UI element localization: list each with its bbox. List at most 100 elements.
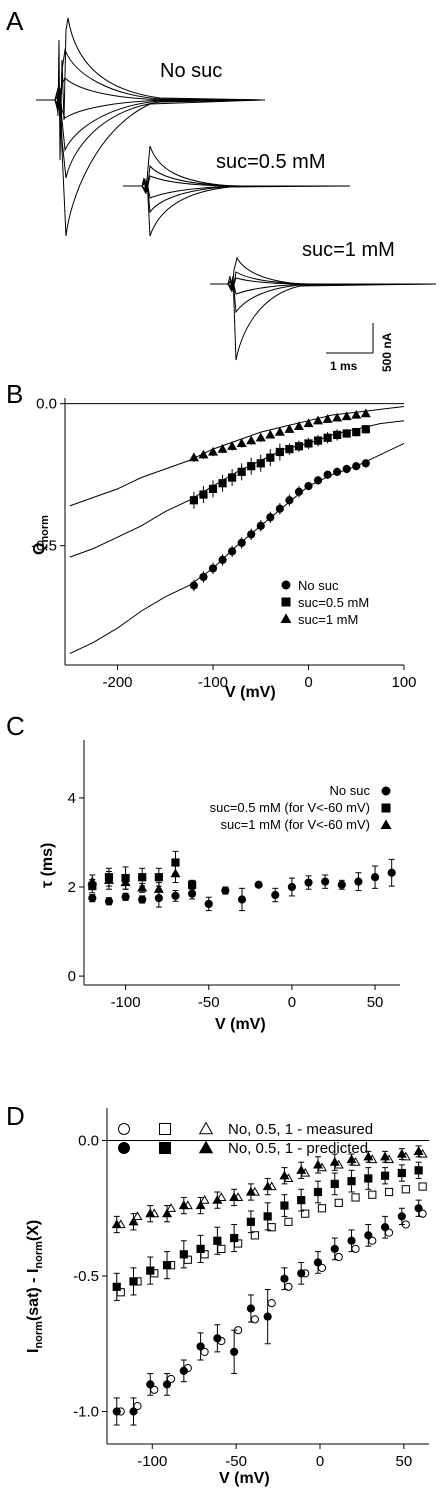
panel-d: D -100 -50 0 50 0.0 -0.5 -1.0 No, 0.5, 1 - meas… — [6, 1101, 429, 1487]
data-point-circle — [387, 868, 396, 877]
scale-bar-time-label: 1 ms — [330, 359, 358, 373]
data-point-square — [247, 462, 256, 471]
panel-b-y-axis-label: Qnorm — [31, 515, 51, 555]
data-point-square — [342, 429, 351, 438]
data-point-triangle — [303, 418, 314, 428]
data-point-circle — [254, 880, 263, 889]
data-point-triangle — [360, 408, 371, 418]
data-point-circle — [294, 487, 304, 496]
panel-b-plot: -200 -100 0 100 0.0 -0.5 No suc suc=0.5 mM suc=1… — [31, 396, 416, 691]
data-point-circle — [121, 892, 130, 901]
data-point-circle-predicted — [280, 1274, 289, 1283]
data-point-circle-predicted — [146, 1380, 155, 1389]
data-point-triangle — [293, 421, 304, 431]
data-point-triangle-predicted — [128, 1216, 139, 1226]
data-point-square — [228, 473, 237, 482]
data-point-circle — [104, 897, 114, 906]
data-point-circle-predicted — [246, 1304, 256, 1313]
data-point-square-measured — [284, 1217, 293, 1226]
data-point-square-measured — [418, 1182, 427, 1191]
legend-marker-circle — [281, 580, 291, 590]
data-point-circle-predicted — [129, 1407, 138, 1416]
data-point-square-measured — [250, 1231, 260, 1240]
data-point-square — [189, 496, 199, 505]
data-point-triangle — [120, 877, 131, 887]
data-point-square-measured — [351, 1193, 360, 1202]
data-point-square-measured — [334, 1198, 343, 1207]
panel-c-y-tick-label: 0 — [68, 968, 76, 985]
data-point-triangle — [332, 412, 343, 422]
data-point-circle — [189, 581, 199, 590]
panel-c-x-tick-label: 50 — [367, 994, 384, 1011]
data-point-square — [266, 453, 275, 462]
panel-c-letter: C — [6, 711, 25, 741]
data-point-square-predicted — [196, 1244, 205, 1254]
data-point-triangle — [274, 426, 285, 436]
data-point-circle — [138, 895, 147, 904]
data-point-square — [352, 427, 361, 437]
data-point-triangle — [246, 435, 257, 445]
data-point-square — [138, 873, 147, 882]
data-point-circle-predicted — [112, 1407, 121, 1416]
traces-suc-0-5 — [123, 145, 351, 237]
panel-b-x-tick-label: 100 — [391, 674, 416, 691]
panel-c-x-tick-label: -100 — [111, 994, 141, 1011]
legend-marker-square — [281, 597, 291, 607]
data-point-circle — [271, 890, 280, 900]
data-point-triangle-measured — [166, 1203, 177, 1212]
data-point-triangle — [153, 884, 164, 893]
data-point-triangle-predicted — [296, 1165, 307, 1174]
data-point-triangle — [255, 432, 266, 442]
panel-d-x-tick-label: -100 — [137, 1453, 167, 1470]
fit-curve-triangle — [69, 406, 405, 507]
data-point-circle-predicted — [230, 1347, 239, 1356]
data-point-square-predicted — [162, 1261, 172, 1270]
data-point-square-measured — [368, 1190, 377, 1199]
data-point-square — [218, 479, 227, 488]
data-point-circle-predicted — [397, 1212, 406, 1221]
data-point-square — [256, 459, 265, 468]
data-point-triangle — [265, 429, 276, 439]
data-point-circle — [342, 464, 351, 474]
data-point-triangle-predicted — [363, 1151, 374, 1161]
panel-c-y-tick-label: 2 — [68, 879, 76, 896]
data-point-square — [313, 436, 323, 445]
data-point-square-predicted — [347, 1177, 356, 1186]
data-point-triangle-predicted — [195, 1200, 206, 1210]
panel-c-x-tick-label: -50 — [198, 994, 220, 1011]
data-point-square-predicted — [246, 1217, 256, 1226]
data-point-triangle-measured — [132, 1211, 143, 1220]
data-point-square — [294, 442, 304, 451]
data-point-circle — [370, 873, 380, 882]
panel-d-x-axis-label: V (mV) — [219, 1470, 270, 1487]
data-point-square-predicted — [179, 1250, 188, 1259]
panel-d-y-tick-label: 0.0 — [78, 1133, 99, 1150]
data-point-triangle-predicted — [312, 1159, 323, 1169]
data-point-triangle-predicted — [111, 1219, 122, 1229]
legend-marker-triangle — [380, 819, 392, 829]
panel-b-y-axis-label-main: Q — [31, 543, 48, 555]
data-point-circle — [256, 521, 265, 530]
legend-label: suc=1 mM (for V<-60 mV) — [220, 817, 370, 832]
data-point-triangle-predicted — [178, 1200, 189, 1210]
legend-label: No suc — [298, 578, 339, 593]
data-point-circle — [199, 572, 208, 582]
panel-a: A No suc suc=0.5 mM — [6, 6, 437, 373]
data-point-square-predicted — [230, 1233, 239, 1243]
data-point-triangle — [103, 875, 114, 884]
panel-d-y-tick-label: -0.5 — [73, 1268, 99, 1285]
panel-d-x-tick-label: -50 — [225, 1453, 247, 1470]
data-point-triangle — [313, 415, 324, 425]
data-point-square-predicted — [146, 1266, 155, 1275]
data-point-circle-predicted — [162, 1380, 172, 1389]
data-point-circle — [237, 895, 247, 904]
data-point-square — [199, 490, 208, 499]
panel-d-x-tick-label: 0 — [316, 1453, 324, 1470]
data-point-triangle-predicted — [329, 1157, 340, 1166]
panel-b-y-tick-label: 0.0 — [36, 396, 57, 413]
panel-c-y-axis-label: τ (ms) — [39, 843, 56, 888]
y-part-sub: norm — [33, 1321, 45, 1349]
legend-marker-triangle — [198, 1121, 214, 1135]
data-point-circle — [88, 894, 97, 903]
panel-c: C -100 -50 0 50 0 2 4 No suc suc=0.5 mM (for V<-… — [6, 711, 400, 1033]
